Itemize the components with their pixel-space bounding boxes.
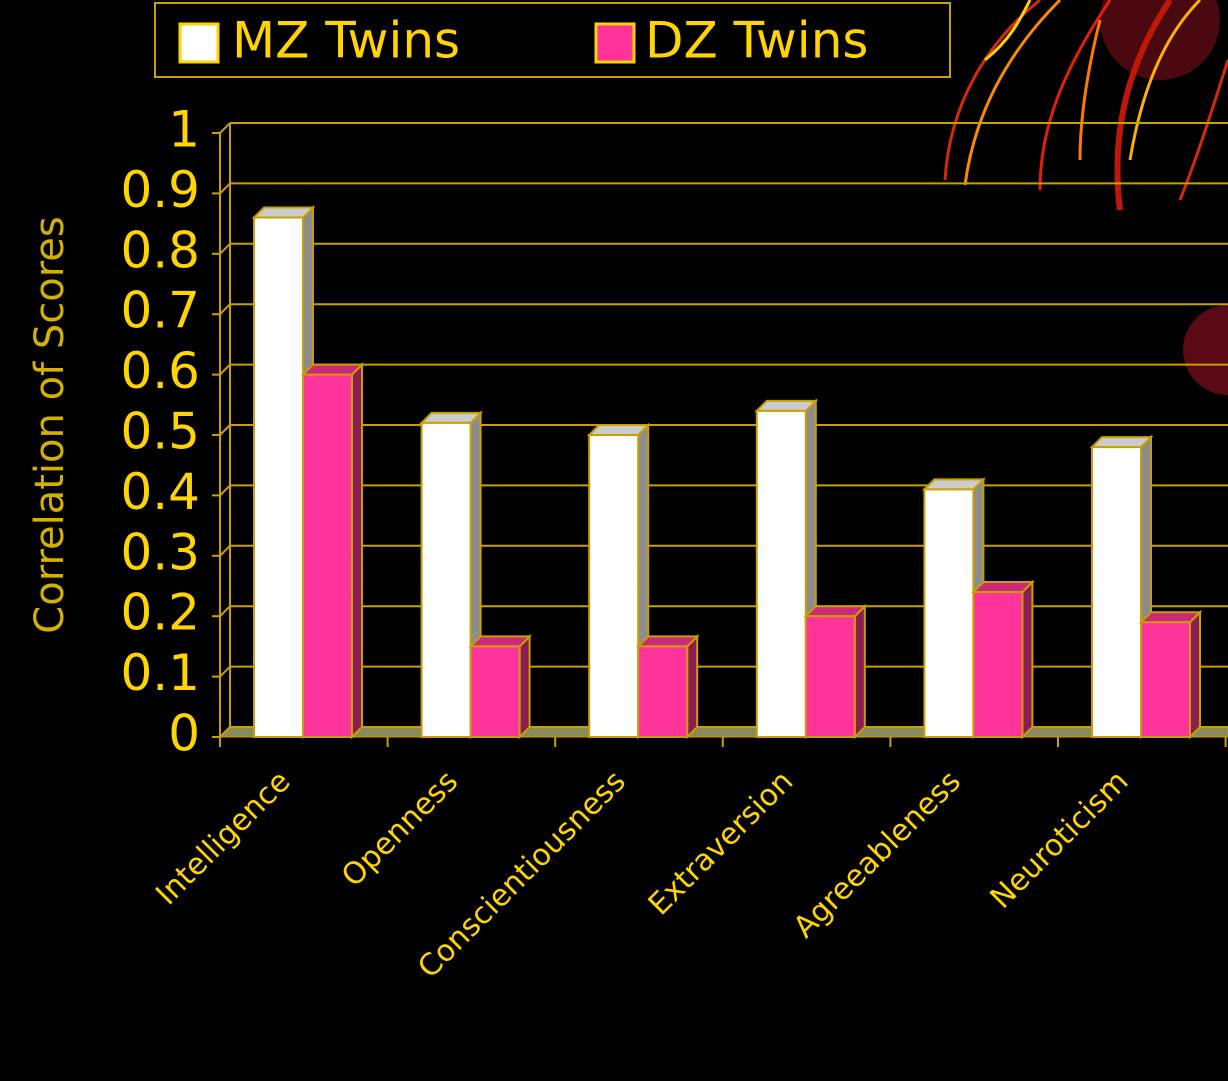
decoration <box>945 0 1228 395</box>
bar <box>973 582 1032 737</box>
y-axis-label: Correlation of Scores <box>27 216 73 633</box>
bar-face <box>638 636 697 646</box>
y-tick-label: 0.7 <box>120 282 200 340</box>
x-tick-label: Openness <box>335 764 465 894</box>
y-tick-label: 0.6 <box>120 342 200 400</box>
bar <box>806 606 865 737</box>
grid-line <box>220 304 230 314</box>
grid-line <box>220 606 230 616</box>
bar-face <box>855 606 865 737</box>
bar-face <box>757 411 806 737</box>
bar-face <box>303 375 352 737</box>
chart: MZ Twins DZ Twins Correlation of Scores … <box>0 0 1228 1081</box>
grid-line <box>220 425 230 435</box>
y-tick-label: 0.5 <box>120 403 200 461</box>
bar-face <box>589 425 648 435</box>
grid-line <box>220 667 230 677</box>
y-tick-label: 0.1 <box>120 644 200 702</box>
bar-face <box>1190 612 1200 737</box>
bar-face <box>520 636 530 737</box>
grid-line <box>220 183 230 193</box>
y-tick-label: 0.9 <box>120 161 200 219</box>
bar-face <box>303 365 362 375</box>
legend: MZ Twins DZ Twins <box>155 3 950 77</box>
bar-face <box>471 636 530 646</box>
bar-face <box>1141 612 1200 622</box>
y-tick-label: 0.3 <box>120 523 200 581</box>
grid-line <box>220 546 230 556</box>
grid-line <box>220 123 230 133</box>
bar-face <box>254 208 313 218</box>
bar-face <box>352 365 362 737</box>
legend-label: DZ Twins <box>645 12 868 70</box>
y-tick-label: 1 <box>168 101 200 159</box>
x-tick-label: Intelligence <box>149 764 297 912</box>
x-tick-label: Neuroticism <box>984 764 1136 916</box>
bar-face <box>806 616 855 737</box>
grid-line <box>220 244 230 254</box>
y-tick-label: 0.4 <box>120 463 200 521</box>
bar-face <box>924 489 973 737</box>
x-tick-label: Agreeableness <box>787 764 968 945</box>
y-tick-label: 0.8 <box>120 221 200 279</box>
bar-face <box>589 435 638 737</box>
bar-face <box>638 646 687 737</box>
bar <box>638 636 697 737</box>
bar <box>1141 612 1200 737</box>
bar-face <box>924 479 983 489</box>
bar-face <box>757 401 816 411</box>
bar <box>303 365 362 737</box>
bar-face <box>254 218 303 737</box>
bar-face <box>422 423 471 737</box>
floor <box>220 727 1228 737</box>
bar-face <box>973 592 1022 737</box>
legend-swatch <box>596 24 634 62</box>
bar <box>471 636 530 737</box>
grid-line <box>220 365 230 375</box>
y-tick-label: 0.2 <box>120 584 200 642</box>
bar-face <box>422 413 481 423</box>
bar-face <box>806 606 865 616</box>
bar-face <box>1092 447 1141 737</box>
x-tick-label: Extraversion <box>642 764 800 922</box>
y-tick-label: 0 <box>168 705 200 763</box>
legend-swatch <box>180 24 218 62</box>
bar-face <box>1092 437 1151 447</box>
legend-label: MZ Twins <box>232 12 460 70</box>
bar-face <box>1022 582 1032 737</box>
bar-face <box>471 646 520 737</box>
bar-face <box>973 582 1032 592</box>
grid-line <box>220 485 230 495</box>
bar-face <box>1141 622 1190 737</box>
bar-face <box>687 636 697 737</box>
